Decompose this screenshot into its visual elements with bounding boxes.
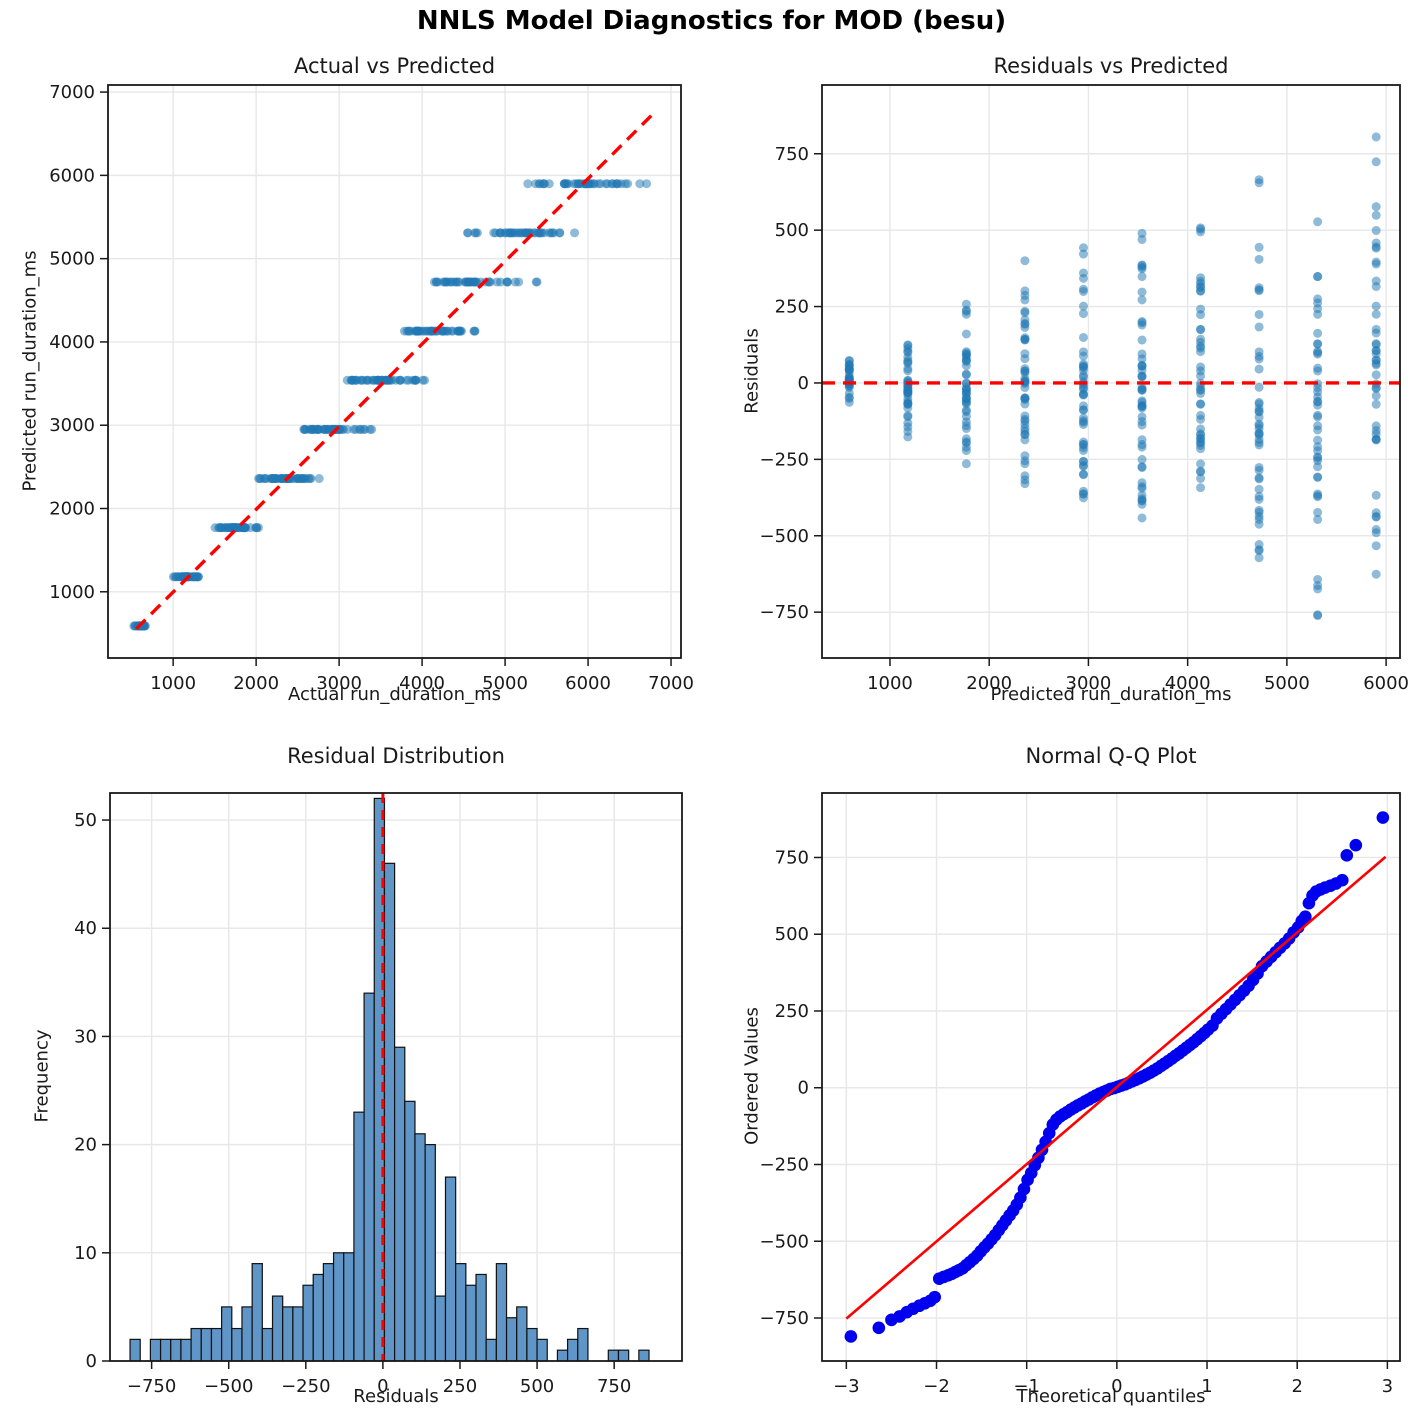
svg-text:750: 750 — [775, 847, 809, 868]
svg-text:40: 40 — [74, 918, 97, 939]
svg-text:−250: −250 — [760, 449, 809, 470]
svg-text:−500: −500 — [760, 1231, 809, 1252]
svg-text:3000: 3000 — [316, 673, 362, 694]
svg-text:4000: 4000 — [49, 332, 95, 353]
svg-text:5000: 5000 — [1264, 673, 1310, 694]
residuals-vs-predicted-title: Residuals vs Predicted — [993, 54, 1229, 78]
svg-text:2000: 2000 — [966, 673, 1012, 694]
svg-text:7000: 7000 — [648, 673, 694, 694]
svg-text:0: 0 — [1111, 1376, 1122, 1397]
qq-plot-title: Normal Q-Q Plot — [1025, 744, 1197, 768]
figure-suptitle: NNLS Model Diagnostics for MOD (besu) — [416, 6, 1007, 36]
svg-text:500: 500 — [775, 924, 809, 945]
svg-text:0: 0 — [798, 1078, 809, 1099]
svg-text:5000: 5000 — [482, 673, 528, 694]
subplot-1-area: 1000 2000 3000 4000 5000 6000 −750 −500 −250 0 250… — [760, 84, 1409, 694]
svg-text:20: 20 — [74, 1135, 97, 1156]
svg-text:6000: 6000 — [565, 673, 611, 694]
residual-distribution-ylabel: Frequency — [31, 1029, 53, 1123]
svg-text:750: 750 — [775, 144, 809, 165]
svg-text:3000: 3000 — [1066, 673, 1112, 694]
svg-text:750: 750 — [597, 1376, 631, 1397]
actual-vs-predicted-ylabel: Predicted run_duration_ms — [19, 250, 41, 492]
svg-text:10: 10 — [74, 1243, 97, 1264]
actual-vs-predicted-xlabel: Actual run_duration_ms — [288, 684, 501, 705]
svg-text:0: 0 — [86, 1351, 97, 1372]
svg-text:−500: −500 — [760, 526, 809, 547]
svg-text:1000: 1000 — [49, 582, 95, 603]
svg-text:−3: −3 — [833, 1376, 860, 1397]
residual-distribution-xlabel: Residuals — [353, 1386, 439, 1407]
svg-text:4000: 4000 — [399, 673, 445, 694]
qq-plot-xlabel: Theoretical quantiles — [1016, 1386, 1206, 1407]
svg-text:4000: 4000 — [1165, 673, 1211, 694]
svg-text:−2: −2 — [923, 1376, 950, 1397]
residuals-vs-predicted-xlabel: Predicted run_duration_ms — [990, 684, 1232, 705]
subplot-2-area: −750 −500 −250 0 250 500 750 0 10 20 30 40 50 — [74, 792, 683, 1397]
svg-text:1000: 1000 — [150, 673, 196, 694]
residuals-vs-predicted-ylabel: Residuals — [741, 328, 763, 414]
svg-text:2000: 2000 — [49, 499, 95, 520]
subplot-0-area: 1000 2000 3000 4000 5000 6000 7000 1000 2000 3000… — [49, 82, 694, 694]
residual-distribution-title: Residual Distribution — [287, 744, 505, 768]
subplot-3-area: −3 −2 −1 0 1 2 3 −750 −500 −250 0 250 500 750 — [760, 792, 1401, 1397]
svg-text:250: 250 — [775, 1001, 809, 1022]
svg-text:−750: −750 — [760, 602, 809, 623]
qq-plot-ylabel: Ordered Values — [741, 1007, 763, 1145]
svg-text:500: 500 — [775, 220, 809, 241]
svg-text:−1: −1 — [1013, 1376, 1040, 1397]
svg-text:1000: 1000 — [867, 673, 913, 694]
svg-text:2000: 2000 — [233, 673, 279, 694]
svg-text:30: 30 — [74, 1026, 97, 1047]
svg-text:7000: 7000 — [49, 82, 95, 103]
svg-text:−500: −500 — [204, 1376, 253, 1397]
svg-text:3000: 3000 — [49, 415, 95, 436]
actual-vs-predicted-title: Actual vs Predicted — [293, 54, 496, 78]
svg-text:500: 500 — [520, 1376, 554, 1397]
svg-text:−750: −750 — [760, 1308, 809, 1329]
svg-text:5000: 5000 — [49, 249, 95, 270]
svg-text:−250: −250 — [281, 1376, 330, 1397]
svg-text:250: 250 — [443, 1376, 477, 1397]
svg-text:1: 1 — [1201, 1376, 1212, 1397]
svg-text:−250: −250 — [760, 1155, 809, 1176]
svg-text:−750: −750 — [127, 1376, 176, 1397]
svg-text:6000: 6000 — [49, 165, 95, 186]
svg-text:50: 50 — [74, 810, 97, 831]
svg-text:250: 250 — [775, 297, 809, 318]
svg-text:0: 0 — [377, 1376, 388, 1397]
svg-text:2: 2 — [1291, 1376, 1302, 1397]
svg-text:6000: 6000 — [1363, 673, 1409, 694]
svg-text:0: 0 — [798, 373, 809, 394]
svg-text:3: 3 — [1382, 1376, 1393, 1397]
